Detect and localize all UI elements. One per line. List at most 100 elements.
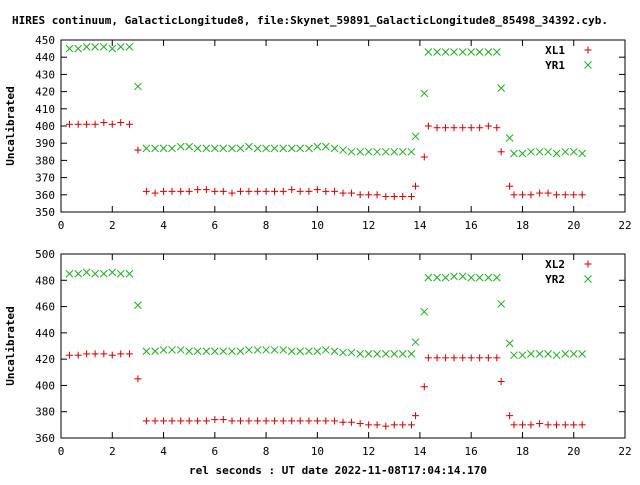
data-point-yr1-d2 bbox=[544, 147, 552, 156]
data-point-xl1 bbox=[484, 122, 492, 130]
data-point-yr2-d2 bbox=[270, 346, 279, 354]
x-tick-label: 16 bbox=[465, 219, 478, 232]
data-point-yr1-d2 bbox=[373, 147, 381, 156]
data-point-xl1 bbox=[442, 124, 450, 132]
x-tick-label: 4 bbox=[160, 219, 167, 232]
data-point-xl2 bbox=[493, 354, 501, 362]
data-point-yr1-d2 bbox=[450, 48, 458, 56]
data-point-xl1 bbox=[219, 187, 227, 195]
x-tick-label: 4 bbox=[160, 445, 167, 458]
data-point-yr2-d2 bbox=[569, 350, 578, 358]
data-point-xl1 bbox=[510, 191, 518, 199]
data-point-yr2 bbox=[527, 350, 535, 358]
data-point-xl1 bbox=[424, 122, 432, 130]
data-point-yr1 bbox=[253, 144, 262, 153]
data-point-yr1 bbox=[433, 48, 441, 56]
data-point-yr1-d2 bbox=[510, 149, 518, 158]
data-point-xl1 bbox=[553, 191, 561, 199]
data-point-xl1 bbox=[331, 187, 339, 195]
data-point-xl1 bbox=[407, 193, 415, 201]
data-point-xl1 bbox=[420, 153, 428, 161]
data-point-yr2-d2 bbox=[168, 346, 176, 354]
data-point-xl2 bbox=[407, 421, 415, 429]
data-point-yr1-d2 bbox=[99, 43, 108, 51]
data-point-xl1 bbox=[412, 182, 420, 190]
data-point-xl2 bbox=[450, 354, 458, 362]
x-tick-label: 14 bbox=[413, 219, 427, 232]
data-point-yr2 bbox=[279, 346, 288, 354]
data-point-yr1 bbox=[330, 144, 339, 153]
data-point-xl1 bbox=[382, 193, 390, 201]
data-point-yr2-d2 bbox=[99, 269, 108, 278]
y-tick-label: 450 bbox=[35, 34, 55, 47]
data-point-yr2 bbox=[411, 338, 420, 346]
data-point-yr2-d2 bbox=[544, 350, 552, 358]
y-tick-label: 420 bbox=[35, 353, 55, 366]
data-point-xl1 bbox=[83, 120, 91, 128]
data-point-yr1-d2 bbox=[228, 144, 236, 153]
data-point-yr1-d2 bbox=[245, 142, 253, 151]
data-point-yr1 bbox=[578, 149, 587, 158]
data-point-yr2 bbox=[497, 300, 506, 308]
data-point-yr1 bbox=[125, 43, 134, 51]
data-point-yr1 bbox=[134, 82, 142, 91]
legend-label: XL1 bbox=[545, 44, 565, 57]
data-point-yr1 bbox=[381, 147, 390, 156]
data-point-yr1 bbox=[159, 144, 168, 153]
series-yr2 bbox=[65, 268, 587, 360]
data-point-xl2 bbox=[467, 354, 475, 362]
data-point-xl1 bbox=[373, 191, 381, 199]
data-point-xl1 bbox=[493, 124, 501, 132]
data-point-yr2-d2 bbox=[497, 300, 506, 308]
data-point-yr2 bbox=[381, 350, 390, 358]
data-point-yr1-d2 bbox=[484, 48, 493, 56]
data-point-yr1 bbox=[74, 44, 83, 53]
data-point-yr1-d2 bbox=[65, 44, 74, 53]
data-point-yr2 bbox=[125, 269, 134, 278]
data-point-yr1 bbox=[411, 132, 420, 141]
data-point-yr2 bbox=[313, 347, 322, 356]
x-tick-label: 6 bbox=[212, 445, 219, 458]
x-tick-label: 6 bbox=[212, 219, 219, 232]
data-point-yr1 bbox=[535, 147, 544, 156]
data-point-yr1 bbox=[475, 48, 484, 56]
data-point-yr1-d2 bbox=[236, 144, 245, 153]
y-tick-label: 460 bbox=[35, 301, 55, 314]
data-point-xl1 bbox=[74, 120, 82, 128]
data-point-yr2 bbox=[99, 269, 108, 278]
data-point-yr2 bbox=[356, 350, 365, 358]
data-point-xl2 bbox=[390, 421, 398, 429]
data-point-yr1-d2 bbox=[253, 144, 262, 153]
data-point-yr2-d2 bbox=[518, 351, 527, 360]
data-point-yr2 bbox=[74, 269, 83, 278]
data-point-yr2 bbox=[202, 347, 211, 356]
data-point-xl2 bbox=[347, 418, 355, 426]
data-point-yr2 bbox=[433, 273, 441, 282]
data-point-xl2 bbox=[296, 417, 304, 425]
data-point-yr2-d2 bbox=[411, 338, 420, 346]
data-point-xl1 bbox=[561, 191, 569, 199]
data-point-yr2 bbox=[321, 346, 330, 354]
data-point-xl2 bbox=[459, 354, 467, 362]
data-point-xl2 bbox=[305, 417, 313, 425]
data-point-yr2 bbox=[219, 347, 228, 356]
data-point-yr2-d2 bbox=[339, 348, 347, 357]
data-point-xl2 bbox=[262, 417, 270, 425]
x-tick-label: 10 bbox=[311, 219, 324, 232]
data-point-yr1 bbox=[561, 147, 570, 156]
data-point-xl1 bbox=[202, 186, 210, 194]
data-point-yr1-d2 bbox=[305, 144, 313, 153]
series-xl1 bbox=[65, 119, 586, 201]
data-point-yr2 bbox=[296, 347, 305, 356]
data-point-xl1 bbox=[279, 187, 287, 195]
data-point-yr1 bbox=[569, 147, 578, 156]
data-point-yr1 bbox=[228, 144, 236, 153]
data-point-yr1 bbox=[398, 147, 407, 156]
data-point-xl1 bbox=[271, 187, 279, 195]
data-point-xl1 bbox=[544, 189, 552, 197]
data-point-yr1 bbox=[202, 144, 211, 153]
data-point-yr2-d2 bbox=[467, 273, 476, 282]
data-point-xl2 bbox=[518, 421, 526, 429]
data-point-yr2 bbox=[535, 350, 544, 358]
data-point-yr1 bbox=[108, 44, 117, 53]
